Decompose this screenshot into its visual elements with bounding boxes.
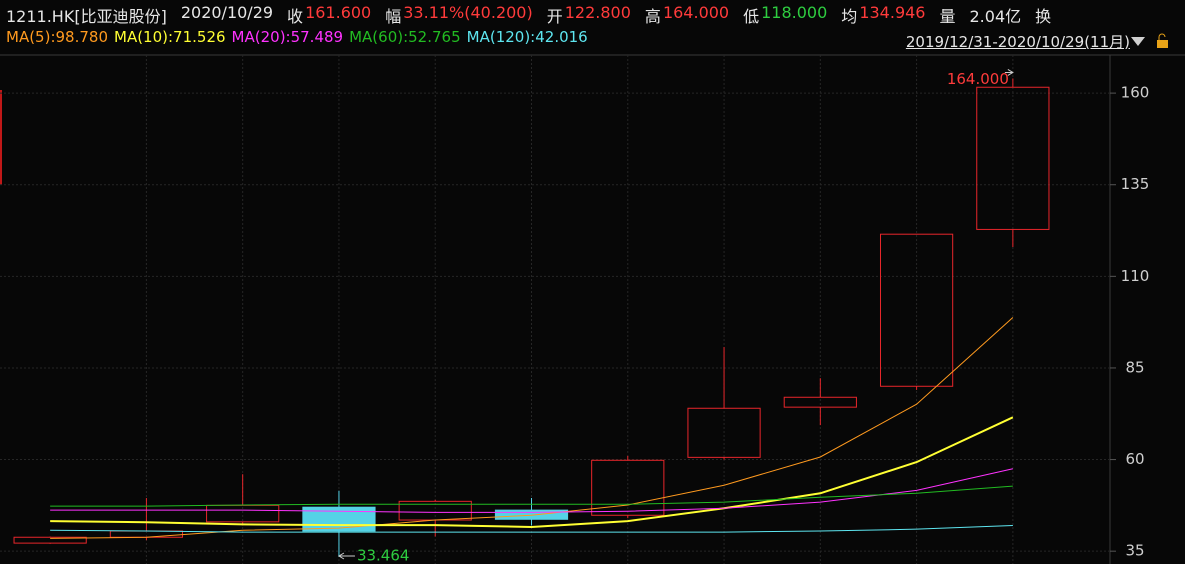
header-item: 低 bbox=[743, 7, 760, 26]
header-item: 收 bbox=[287, 7, 304, 26]
legend-entry: MA(60):52.765 bbox=[349, 28, 461, 46]
header-item: 2.04亿 bbox=[969, 7, 1022, 26]
dropdown-arrow[interactable] bbox=[1131, 37, 1145, 46]
quote-header: 1211.HK[比亚迪股份] 2020/10/29 收 161.600 幅 33.11%(… bbox=[6, 3, 1053, 27]
header-item: 均 bbox=[841, 7, 858, 26]
legend-entry: MA(120):42.016 bbox=[466, 28, 588, 46]
ma-line bbox=[50, 416, 1014, 528]
annotation-arrow bbox=[337, 552, 355, 560]
header-item: 161.600 bbox=[305, 3, 372, 22]
ma-line bbox=[50, 468, 1013, 513]
header-item: 开 bbox=[546, 7, 563, 26]
header-item: 2020/10/29 bbox=[180, 3, 274, 22]
candle-body bbox=[879, 233, 954, 387]
header-item: 1211.HK[比亚迪股份] bbox=[6, 7, 167, 26]
annotation-arrow bbox=[1004, 69, 1014, 76]
ma-line bbox=[50, 485, 1013, 507]
y-tick-label: 35 bbox=[1125, 542, 1144, 560]
legend: MA(5):98.780 MA(10):71.526 MA(20):57.489 MA… bbox=[6, 28, 594, 46]
annotation: 33.464 bbox=[357, 547, 410, 564]
candle-body bbox=[687, 407, 761, 458]
candle-body bbox=[591, 459, 665, 516]
header-item: 幅 bbox=[385, 7, 402, 26]
legend-entry: MA(10):71.526 bbox=[114, 28, 226, 46]
lock-icon[interactable] bbox=[1157, 40, 1168, 48]
header-item: 134.946 bbox=[859, 3, 926, 22]
legend-entry: MA(20):57.489 bbox=[231, 28, 344, 46]
y-tick-label: 60 bbox=[1125, 450, 1144, 468]
date-range[interactable]: 2019/12/31-2020/10/29(11月) bbox=[905, 33, 1130, 51]
y-tick-label: 160 bbox=[1121, 84, 1150, 102]
header-item: 164.000 bbox=[662, 3, 730, 22]
y-tick-label: 110 bbox=[1121, 267, 1150, 285]
y-tick-label: 135 bbox=[1121, 175, 1150, 193]
ma-line bbox=[50, 524, 1013, 533]
header-item: 量 bbox=[939, 7, 956, 26]
header-item: 33.11%(40.200) bbox=[403, 3, 533, 22]
candle-body bbox=[13, 536, 87, 544]
grid bbox=[0, 55, 1110, 564]
ma-line bbox=[50, 317, 1014, 539]
header-item: 118.000 bbox=[761, 3, 828, 22]
header-item: 122.800 bbox=[564, 3, 631, 22]
annotation: 164.000 bbox=[947, 70, 1009, 88]
side-marker bbox=[0, 90, 2, 185]
legend-entry: MA(5):98.780 bbox=[6, 28, 108, 46]
header-item: 高 bbox=[644, 7, 661, 26]
candle-body bbox=[494, 509, 569, 520]
header-item: 换 bbox=[1035, 7, 1052, 26]
candle-body bbox=[976, 86, 1050, 230]
y-tick-label: 85 bbox=[1125, 358, 1144, 376]
lock-shackle bbox=[1158, 33, 1166, 40]
candle-body bbox=[783, 396, 857, 408]
